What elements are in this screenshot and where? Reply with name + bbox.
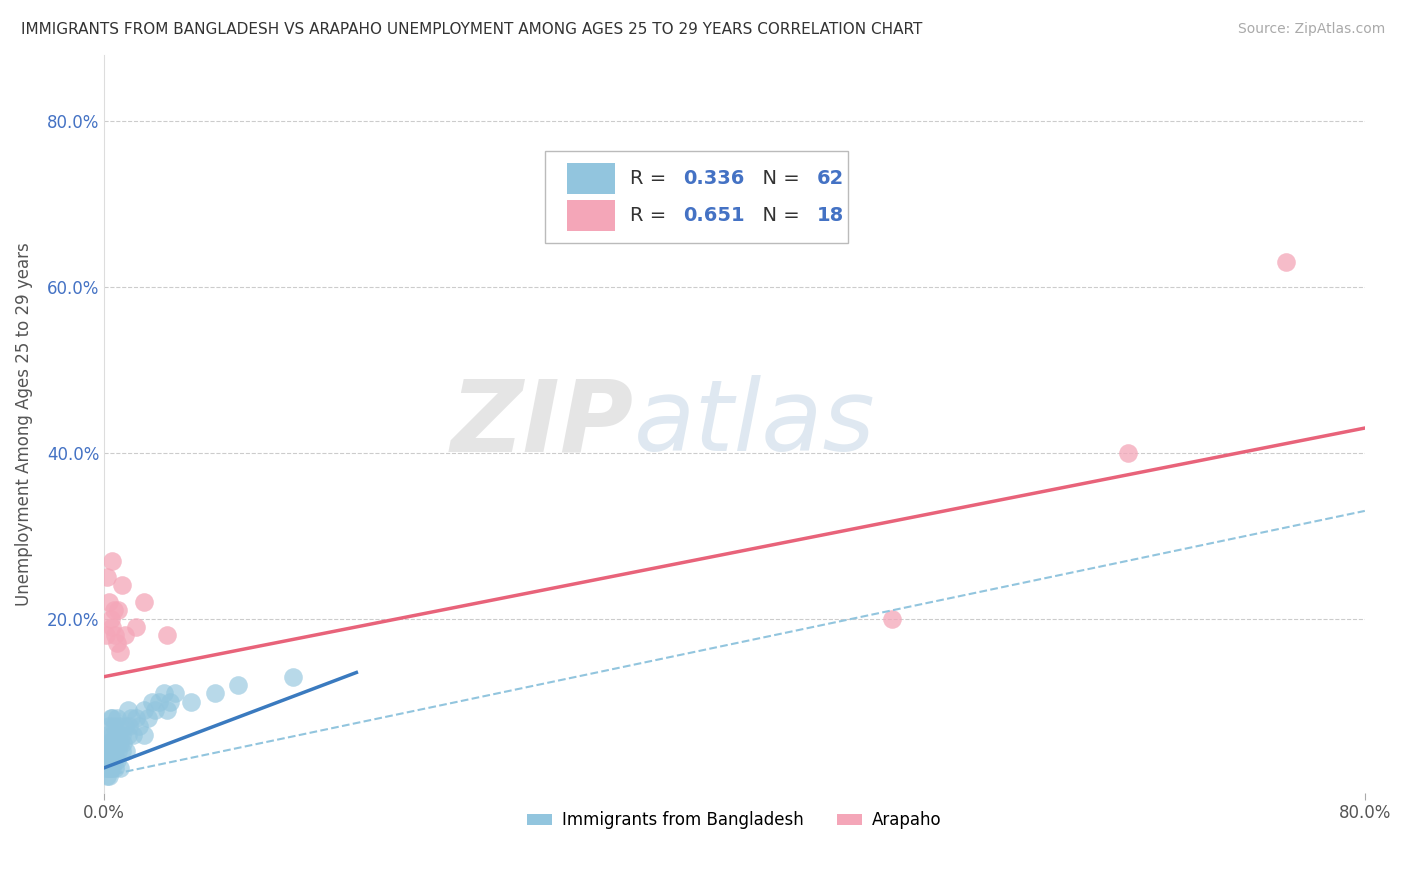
- Point: [108, 645, 131, 659]
- Text: R =: R =: [630, 206, 672, 225]
- Point: [125, 711, 148, 725]
- Text: N =: N =: [749, 206, 806, 225]
- Point: [98, 761, 121, 775]
- Point: [117, 703, 139, 717]
- Point: [1118, 446, 1140, 460]
- Point: [128, 719, 150, 733]
- Point: [98, 744, 121, 758]
- Point: [156, 628, 179, 642]
- Point: [159, 694, 181, 708]
- Point: [107, 603, 129, 617]
- Legend: Immigrants from Bangladesh, Arapaho: Immigrants from Bangladesh, Arapaho: [520, 805, 949, 836]
- Text: N =: N =: [749, 169, 806, 188]
- Point: [96, 570, 118, 584]
- Point: [132, 728, 155, 742]
- Text: 0.651: 0.651: [683, 206, 744, 225]
- Point: [226, 678, 249, 692]
- Point: [132, 703, 155, 717]
- Point: [94, 744, 117, 758]
- Point: [108, 719, 131, 733]
- Point: [283, 670, 305, 684]
- Point: [100, 736, 122, 750]
- Point: [98, 719, 121, 733]
- Point: [103, 603, 125, 617]
- Point: [105, 752, 128, 766]
- Point: [165, 686, 187, 700]
- Text: R =: R =: [630, 169, 672, 188]
- Point: [96, 744, 118, 758]
- Point: [101, 620, 124, 634]
- Point: [96, 728, 118, 742]
- FancyBboxPatch shape: [567, 163, 614, 194]
- Text: ZIP: ZIP: [451, 376, 634, 473]
- Point: [114, 719, 136, 733]
- Y-axis label: Unemployment Among Ages 25 to 29 years: Unemployment Among Ages 25 to 29 years: [15, 242, 32, 606]
- Point: [94, 752, 117, 766]
- FancyBboxPatch shape: [546, 151, 848, 244]
- Point: [105, 736, 128, 750]
- Point: [121, 728, 143, 742]
- Point: [96, 761, 118, 775]
- Point: [105, 711, 128, 725]
- Point: [120, 711, 142, 725]
- Point: [96, 752, 118, 766]
- Point: [103, 719, 125, 733]
- Point: [94, 761, 117, 775]
- Point: [100, 752, 122, 766]
- Point: [110, 578, 132, 592]
- Point: [98, 595, 121, 609]
- Text: IMMIGRANTS FROM BANGLADESH VS ARAPAHO UNEMPLOYMENT AMONG AGES 25 TO 29 YEARS COR: IMMIGRANTS FROM BANGLADESH VS ARAPAHO UN…: [21, 22, 922, 37]
- Point: [143, 703, 166, 717]
- Text: 0.336: 0.336: [683, 169, 744, 188]
- Text: 62: 62: [817, 169, 844, 188]
- Point: [118, 719, 141, 733]
- Point: [110, 728, 132, 742]
- Point: [108, 736, 131, 750]
- Point: [103, 736, 125, 750]
- Point: [132, 595, 155, 609]
- Point: [104, 728, 127, 742]
- Point: [100, 761, 122, 775]
- Point: [105, 636, 128, 650]
- Point: [107, 728, 129, 742]
- FancyBboxPatch shape: [567, 200, 614, 231]
- Point: [138, 711, 160, 725]
- Point: [156, 703, 179, 717]
- Point: [103, 752, 125, 766]
- Point: [114, 628, 136, 642]
- Point: [141, 694, 163, 708]
- Point: [880, 612, 903, 626]
- Point: [94, 628, 117, 642]
- Point: [98, 736, 121, 750]
- Point: [101, 761, 124, 775]
- Point: [115, 744, 138, 758]
- Point: [100, 612, 122, 626]
- Text: atlas: atlas: [634, 376, 876, 473]
- Point: [153, 686, 176, 700]
- Point: [101, 711, 124, 725]
- Point: [101, 744, 124, 758]
- Point: [125, 620, 148, 634]
- Point: [117, 728, 139, 742]
- Point: [204, 686, 226, 700]
- Point: [107, 744, 129, 758]
- Point: [101, 554, 124, 568]
- Point: [100, 711, 122, 725]
- Point: [104, 628, 127, 642]
- Point: [180, 694, 202, 708]
- Point: [108, 761, 131, 775]
- Point: [96, 769, 118, 783]
- Text: 18: 18: [817, 206, 844, 225]
- Text: Source: ZipAtlas.com: Source: ZipAtlas.com: [1237, 22, 1385, 37]
- Point: [112, 736, 135, 750]
- Point: [1275, 255, 1298, 269]
- Point: [110, 744, 132, 758]
- Point: [148, 694, 170, 708]
- Point: [94, 736, 117, 750]
- Point: [104, 744, 127, 758]
- Point: [98, 769, 121, 783]
- Point: [104, 761, 127, 775]
- Point: [101, 728, 124, 742]
